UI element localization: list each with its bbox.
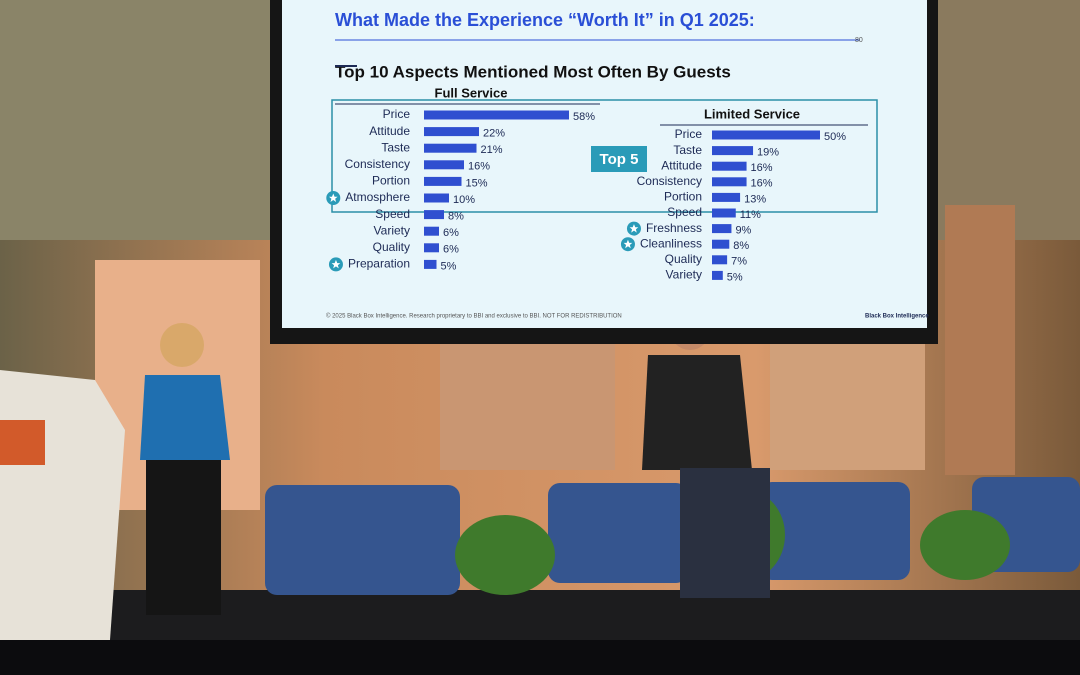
bar bbox=[424, 259, 437, 269]
category-label: Atmosphere bbox=[345, 190, 410, 204]
bar bbox=[712, 130, 820, 140]
category-label: Price bbox=[675, 127, 703, 141]
category-label: Consistency bbox=[637, 174, 702, 188]
chart-title: Limited Service bbox=[704, 106, 800, 121]
bar bbox=[712, 255, 728, 265]
footer: © 2025 Black Box Intelligence. Research … bbox=[326, 313, 622, 320]
value-label: 8% bbox=[448, 211, 464, 223]
value-label: 11% bbox=[740, 209, 761, 221]
category-label: Cleanliness bbox=[640, 236, 702, 250]
bar bbox=[424, 127, 479, 137]
presenter-woman bbox=[140, 323, 230, 615]
star bbox=[623, 239, 633, 249]
slide-subtitle: Top 10 Aspects Mentioned Most Often By G… bbox=[335, 62, 731, 81]
top5-box bbox=[331, 99, 878, 213]
bar bbox=[712, 239, 730, 249]
wall-panel bbox=[770, 340, 925, 470]
category-label: Taste bbox=[381, 140, 410, 154]
callout: Top 5 bbox=[600, 151, 639, 168]
bar bbox=[424, 176, 462, 186]
value-label: 58% bbox=[573, 111, 595, 123]
bar bbox=[424, 160, 464, 170]
wall-panel bbox=[945, 205, 1015, 475]
star bbox=[629, 224, 639, 233]
podium bbox=[0, 370, 125, 640]
category-label: Attitude bbox=[369, 124, 410, 138]
bar bbox=[712, 270, 723, 280]
value-label: 5% bbox=[727, 271, 743, 283]
bar bbox=[712, 146, 754, 156]
presenter-man bbox=[642, 310, 770, 598]
bar bbox=[424, 143, 477, 153]
category-label: Portion bbox=[664, 190, 702, 204]
callout-box bbox=[591, 146, 647, 172]
star bbox=[331, 259, 341, 269]
value-label: 16% bbox=[751, 178, 773, 190]
category-label: Preparation bbox=[348, 257, 410, 271]
value-label: 6% bbox=[443, 244, 459, 256]
value-label: 50% bbox=[824, 131, 846, 143]
slide-title: What Made the Experience “Worth It” in Q… bbox=[335, 10, 755, 30]
category-label: Quality bbox=[373, 240, 410, 254]
chart-title: Full Service bbox=[435, 85, 508, 100]
value-label: 16% bbox=[751, 162, 773, 174]
page-number: 80 bbox=[855, 37, 863, 44]
bar bbox=[712, 192, 741, 202]
stage-edge bbox=[0, 640, 1080, 675]
category-label: Consistency bbox=[345, 157, 410, 171]
bar bbox=[712, 208, 736, 218]
value-label: 22% bbox=[483, 128, 505, 140]
bar bbox=[424, 110, 569, 120]
bar bbox=[424, 226, 439, 236]
category-label: Quality bbox=[665, 252, 702, 266]
value-label: 15% bbox=[466, 177, 488, 189]
bar bbox=[424, 243, 439, 253]
podium-logo bbox=[0, 420, 45, 465]
value-label: 6% bbox=[443, 227, 459, 239]
category-label: Price bbox=[383, 107, 411, 121]
category-label: Speed bbox=[667, 205, 702, 219]
category-label: Taste bbox=[673, 143, 702, 157]
value-label: 16% bbox=[468, 161, 490, 173]
wall-panel bbox=[440, 335, 615, 470]
value-label: 19% bbox=[757, 147, 779, 159]
value-label: 9% bbox=[735, 225, 751, 237]
value-label: 10% bbox=[453, 194, 475, 206]
value-label: 5% bbox=[441, 260, 457, 272]
category-label: Variety bbox=[666, 268, 702, 282]
bar bbox=[712, 177, 747, 187]
armchair bbox=[265, 477, 1080, 595]
category-label: Attitude bbox=[661, 158, 702, 172]
logo: Black Box Intelligence bbox=[865, 314, 929, 320]
bar bbox=[712, 224, 732, 234]
category-label: Portion bbox=[372, 174, 410, 188]
category-label: Speed bbox=[375, 207, 410, 221]
star bbox=[328, 193, 338, 202]
value-label: 13% bbox=[744, 193, 766, 205]
category-label: Freshness bbox=[646, 221, 702, 235]
value-label: 8% bbox=[733, 240, 749, 252]
value-label: 7% bbox=[731, 256, 747, 268]
upper-wall bbox=[0, 0, 280, 240]
value-label: 21% bbox=[481, 144, 503, 156]
category-label: Variety bbox=[374, 223, 410, 237]
bar bbox=[424, 210, 444, 220]
bar bbox=[424, 193, 449, 203]
upper-wall bbox=[935, 0, 1080, 240]
bar bbox=[712, 161, 747, 171]
